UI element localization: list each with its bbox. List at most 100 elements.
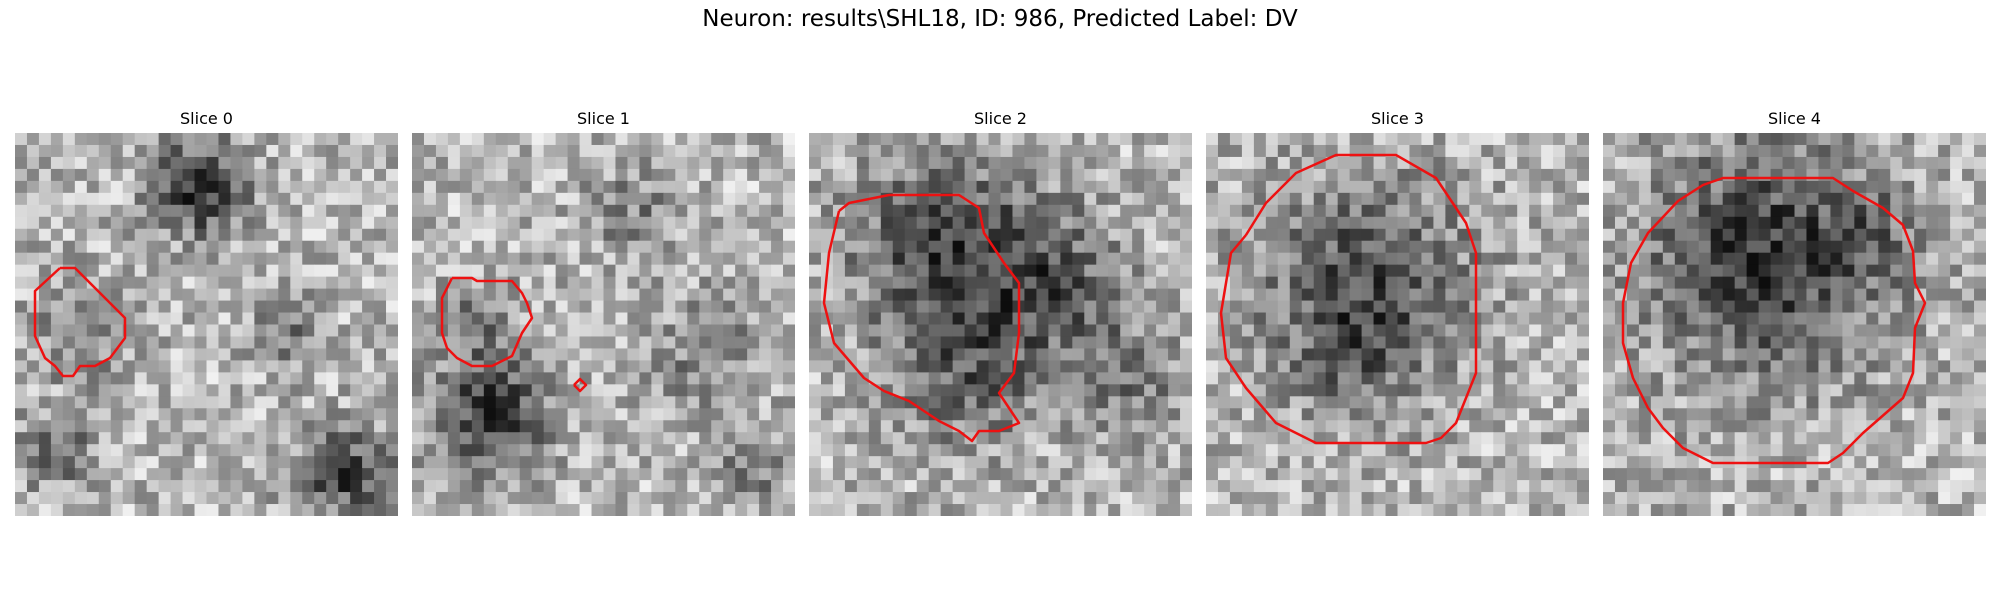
image-pixel	[627, 348, 640, 361]
image-pixel	[1000, 144, 1013, 158]
image-pixel	[904, 336, 918, 349]
image-pixel	[1241, 468, 1255, 481]
image-pixel	[1914, 216, 1927, 230]
image-pixel	[242, 372, 255, 385]
image-pixel	[302, 492, 315, 505]
image-pixel	[170, 360, 183, 373]
image-pixel	[362, 228, 375, 242]
image-pixel	[543, 336, 557, 349]
image-pixel	[62, 480, 76, 493]
image-pixel	[1265, 468, 1279, 481]
image-pixel	[146, 180, 160, 194]
image-pixel	[1108, 228, 1121, 242]
image-pixel	[86, 384, 100, 397]
image-pixel	[1385, 492, 1398, 505]
image-pixel	[74, 456, 88, 469]
image-pixel	[555, 300, 568, 313]
image-pixel	[940, 276, 954, 289]
image-pixel	[1445, 456, 1458, 469]
image-pixel	[350, 300, 363, 313]
image-pixel	[1890, 133, 1903, 146]
image-pixel	[1565, 180, 1578, 194]
image-pixel	[1048, 252, 1061, 266]
image-pixel	[1168, 408, 1181, 421]
image-pixel	[266, 480, 279, 493]
image-pixel	[98, 133, 112, 146]
image-pixel	[1686, 204, 1700, 218]
image-pixel	[627, 288, 640, 301]
image-pixel	[278, 480, 291, 493]
image-pixel	[820, 204, 834, 218]
image-pixel	[1036, 480, 1049, 493]
image-pixel	[459, 504, 473, 516]
image-pixel	[350, 252, 363, 266]
image-pixel	[1842, 216, 1855, 230]
image-pixel	[579, 504, 592, 516]
image-pixel	[1674, 133, 1688, 146]
image-pixel	[62, 492, 76, 505]
image-pixel	[266, 156, 279, 170]
image-pixel	[1337, 276, 1351, 289]
image-pixel	[675, 144, 688, 158]
image-pixel	[1830, 444, 1843, 457]
image-pixel	[326, 444, 339, 457]
image-pixel	[15, 468, 28, 481]
image-pixel	[928, 420, 942, 433]
image-pixel	[134, 384, 148, 397]
image-pixel	[952, 228, 965, 242]
image-pixel	[1662, 276, 1676, 289]
image-pixel	[904, 144, 918, 158]
image-pixel	[1421, 336, 1434, 349]
image-pixel	[759, 336, 772, 349]
image-pixel	[1481, 144, 1494, 158]
image-pixel	[1361, 300, 1374, 313]
image-pixel	[555, 168, 568, 182]
image-pixel	[639, 360, 652, 373]
image-pixel	[1060, 276, 1073, 289]
image-pixel	[374, 444, 387, 457]
image-pixel	[1878, 384, 1891, 397]
image-pixel	[735, 240, 748, 254]
image-pixel	[62, 420, 76, 433]
image-pixel	[627, 360, 640, 373]
image-pixel	[952, 156, 965, 170]
image-pixel	[338, 312, 351, 325]
image-pixel	[98, 492, 112, 505]
image-pixel	[531, 408, 545, 421]
image-pixel	[1421, 384, 1434, 397]
image-pixel	[1217, 456, 1231, 469]
image-pixel	[1950, 264, 1963, 278]
image-pixel	[386, 420, 398, 433]
image-pixel	[1553, 492, 1566, 505]
image-pixel	[1253, 216, 1267, 230]
image-pixel	[1048, 480, 1061, 493]
image-pixel	[447, 420, 461, 433]
image-pixel	[591, 240, 604, 254]
image-pixel	[170, 348, 183, 361]
image-pixel	[302, 432, 315, 445]
image-pixel	[98, 180, 112, 194]
image-pixel	[880, 456, 894, 469]
image-pixel	[386, 468, 398, 481]
image-pixel	[1313, 192, 1327, 206]
image-pixel	[1770, 192, 1783, 206]
image-pixel	[146, 144, 160, 158]
image-pixel	[735, 324, 748, 337]
image-pixel	[1036, 192, 1049, 206]
image-pixel	[1397, 240, 1410, 254]
image-pixel	[1206, 324, 1219, 337]
image-pixel	[412, 444, 425, 457]
image-pixel	[350, 444, 363, 457]
image-pixel	[98, 444, 112, 457]
image-pixel	[1878, 133, 1891, 146]
image-pixel	[988, 168, 1001, 182]
image-pixel	[519, 156, 533, 170]
image-pixel	[783, 360, 795, 373]
image-pixel	[1818, 192, 1831, 206]
image-pixel	[254, 264, 267, 278]
image-pixel	[1614, 180, 1628, 194]
image-pixel	[1337, 264, 1351, 278]
image-pixel	[1277, 192, 1291, 206]
image-pixel	[1674, 216, 1688, 230]
image-pixel	[519, 180, 533, 194]
